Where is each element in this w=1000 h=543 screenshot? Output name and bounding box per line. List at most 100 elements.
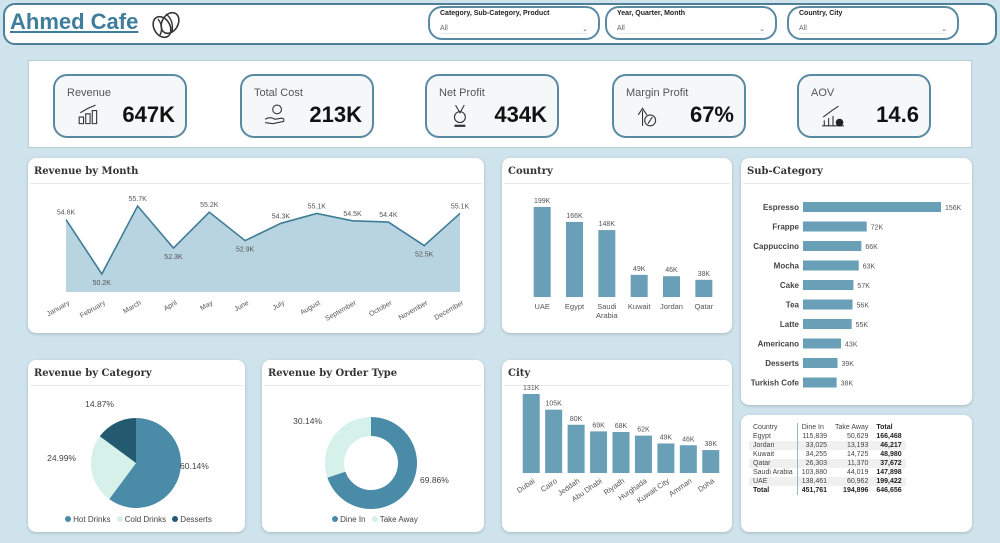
kpi-card-revenue: Revenue 647K	[53, 74, 187, 138]
column-header[interactable]: Total	[876, 424, 893, 431]
coffee-bean-icon	[152, 11, 180, 39]
kpi-value: 434K	[494, 102, 547, 127]
legend-item[interactable]: Desserts	[180, 515, 212, 524]
chevron-down-icon: ⌄	[941, 26, 947, 33]
x-tick-label: January	[46, 299, 71, 318]
data-label: 46K	[682, 436, 695, 443]
kpi-card-aov: AOV 14.6	[797, 74, 931, 138]
legend-item[interactable]: Take Away	[379, 515, 418, 524]
table-cell: 194,896	[843, 487, 869, 494]
table-cell: 11,370	[831, 459, 873, 468]
bar	[803, 338, 842, 349]
x-tick-label: December	[434, 299, 466, 322]
bar	[803, 241, 862, 251]
legend-item[interactable]: Dine In	[340, 515, 366, 524]
legend-item[interactable]: Hot Drinks	[73, 515, 111, 524]
y-tick-label: Latte	[780, 320, 800, 329]
data-label: 38K	[841, 381, 854, 388]
bar	[612, 431, 630, 473]
table-cell: 14,725	[846, 451, 869, 458]
bar	[803, 319, 852, 329]
x-tick-label: June	[233, 300, 250, 314]
x-tick-label: July	[272, 299, 287, 312]
slicer-label: Year, Quarter, Month	[617, 10, 686, 17]
slice	[327, 417, 417, 509]
column-header[interactable]: Country	[749, 423, 798, 432]
bar	[566, 221, 583, 297]
percent-arrow-icon	[637, 107, 657, 127]
slicer-dropdown[interactable]: Category, Sub-Category, Product All ⌄	[428, 6, 600, 40]
data-label: 46K	[665, 267, 678, 274]
hand-coins-icon	[264, 104, 285, 125]
kpi-value: 14.6	[876, 102, 919, 127]
data-label: 156K	[945, 205, 962, 212]
kpi-label: Revenue	[67, 87, 112, 99]
table-row: Saudi Arabia 103,880 44,019 147,898	[749, 468, 906, 477]
table-cell: Kuwait	[749, 450, 798, 459]
table-cell: 60,962	[831, 477, 873, 486]
table-cell: 46,217	[872, 441, 906, 450]
revenue-by-month-chart: 54.6K January 50.2K February 55.7K March 52.3K…	[46, 196, 470, 323]
slicer-dropdown[interactable]: Year, Quarter, Month All ⌄	[605, 6, 777, 40]
data-label: 55.7K	[128, 196, 147, 203]
table-cell: 13,193	[831, 441, 873, 450]
bar	[803, 221, 867, 232]
table-cell: 26,303	[797, 459, 832, 468]
x-tick-label: March	[122, 300, 142, 316]
table-cell: Qatar	[749, 459, 798, 468]
table-row: UAE 138,461 60,962 199,422	[749, 477, 906, 486]
slicer-label: Country, City	[799, 10, 843, 17]
table-cell: 37,672	[872, 459, 906, 468]
sub-category-chart: Espresso 156K Frappe 72K Cappuccino 66K Mocha 6…	[751, 202, 962, 388]
kpi-value: 647K	[122, 102, 175, 127]
table-cell: 48,980	[880, 451, 902, 458]
kpi-value: 213K	[309, 102, 362, 127]
country-order-type-table-panel: Country Dine In Take Away Total Egypt 115,839…	[741, 415, 972, 532]
data-label: 62K	[637, 427, 650, 434]
column-header[interactable]: Take Away	[835, 424, 869, 431]
bar	[803, 202, 941, 212]
kpi-label: Total Cost	[254, 87, 303, 99]
table-cell: 646,656	[876, 487, 902, 494]
data-label: 72K	[871, 225, 884, 232]
sub-category-panel: Sub-Category Espresso 156K Frappe 72K Cappuc…	[741, 158, 972, 405]
data-label: 60.14%	[180, 461, 209, 471]
table-cell: 115,839	[802, 433, 828, 440]
table-cell: 103,880	[801, 469, 828, 476]
x-tick-label: November	[398, 299, 430, 322]
kpi-label: AOV	[811, 87, 835, 99]
data-label: 54.6K	[57, 210, 76, 217]
revenue-by-category-panel: Revenue by Category 60.14% 24.99% 14.87% H…	[28, 360, 245, 532]
chart-title: Revenue by Category	[34, 368, 152, 379]
slice	[91, 436, 136, 500]
x-tick-label: February	[79, 299, 107, 319]
data-label: 50.2K	[93, 280, 112, 287]
slicer-dropdown[interactable]: Country, City All ⌄	[787, 6, 959, 40]
slicer-value: All	[617, 25, 625, 32]
legend-item[interactable]: Cold Drinks	[124, 515, 167, 524]
bar	[803, 260, 859, 271]
chart-title: City	[508, 368, 531, 379]
bar	[630, 274, 648, 297]
data-label: 131K	[523, 385, 540, 392]
data-label: 49K	[633, 266, 646, 273]
y-tick-label: Desserts	[765, 359, 799, 368]
x-tick-label: October	[368, 299, 394, 318]
y-tick-label: Frappe	[772, 223, 799, 232]
chart-title: Sub-Category	[747, 166, 823, 177]
data-label: 105K	[545, 401, 562, 408]
bar	[657, 443, 675, 473]
bar	[598, 230, 616, 297]
y-tick-label: Turkish Cofe	[751, 379, 800, 388]
bar	[663, 276, 680, 297]
bar	[533, 207, 551, 297]
x-tick-label: Qatar	[694, 302, 713, 311]
column-header[interactable]: Dine In	[801, 424, 824, 431]
x-tick-label: Amman	[667, 476, 693, 498]
country-panel: Country 199K UAE 166K Egypt 148K Saudi Arabia 4…	[502, 158, 732, 333]
table-row: Kuwait 34,255 14,725 48,980	[749, 450, 906, 459]
x-tick-label: September	[324, 299, 358, 323]
table-cell: 199,422	[872, 477, 906, 486]
country-chart: 199K UAE 166K Egypt 148K Saudi Arabia 49K Kuwait…	[533, 198, 714, 320]
table-header-row: Country Dine In Take Away Total	[749, 423, 906, 432]
